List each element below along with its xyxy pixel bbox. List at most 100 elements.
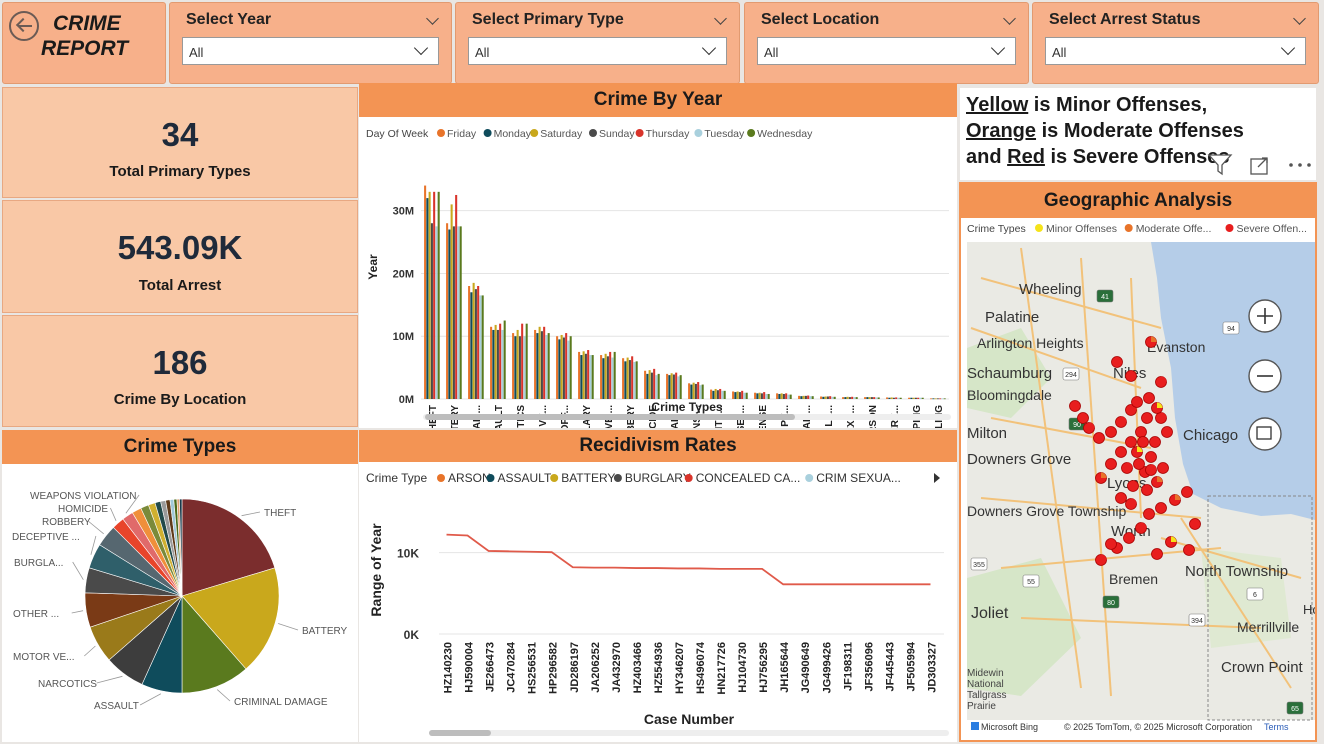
bar[interactable] (716, 390, 719, 399)
bar[interactable] (492, 329, 495, 399)
bar[interactable] (477, 286, 480, 399)
crime-point[interactable] (1105, 538, 1117, 550)
chevron-down-icon[interactable] (1293, 12, 1306, 25)
bar[interactable] (760, 393, 763, 399)
scrollbar-thumb[interactable] (429, 730, 491, 736)
bar[interactable] (908, 397, 911, 399)
bar[interactable] (472, 282, 475, 399)
bar[interactable] (798, 395, 801, 399)
bar[interactable] (787, 394, 790, 399)
bar[interactable] (580, 355, 583, 399)
crime-point[interactable] (1105, 426, 1117, 438)
crime-point[interactable] (1181, 486, 1193, 498)
bar[interactable] (565, 333, 568, 399)
bar[interactable] (644, 370, 647, 399)
bar[interactable] (556, 336, 559, 399)
bar[interactable] (868, 397, 871, 399)
bar[interactable] (455, 194, 458, 399)
bar[interactable] (646, 373, 649, 399)
bar[interactable] (875, 397, 878, 399)
bar[interactable] (523, 336, 526, 399)
bar[interactable] (468, 286, 471, 399)
bar[interactable] (543, 326, 546, 399)
bar[interactable] (719, 388, 722, 399)
bar[interactable] (789, 394, 792, 399)
arrest-status-dropdown[interactable]: All (1045, 37, 1306, 65)
filter-icon[interactable] (1207, 153, 1233, 177)
crime-point[interactable] (1131, 396, 1143, 408)
bar[interactable] (538, 326, 541, 399)
crime-point[interactable] (1161, 426, 1173, 438)
bar[interactable] (470, 292, 473, 399)
legend-next-icon[interactable] (934, 473, 940, 483)
bar[interactable] (591, 355, 594, 399)
bar[interactable] (785, 393, 788, 399)
bar[interactable] (631, 356, 634, 399)
bar[interactable] (653, 368, 656, 399)
bar[interactable] (738, 392, 741, 399)
bar[interactable] (723, 390, 726, 399)
bar[interactable] (699, 385, 702, 399)
crime-point[interactable] (1141, 484, 1153, 496)
bar[interactable] (721, 390, 724, 399)
bar[interactable] (767, 393, 770, 399)
bar[interactable] (459, 226, 462, 399)
bar[interactable] (547, 333, 550, 399)
bar[interactable] (851, 396, 854, 399)
bar[interactable] (428, 191, 431, 399)
bar[interactable] (494, 324, 497, 399)
crime-point[interactable] (1111, 356, 1123, 368)
bar[interactable] (914, 397, 917, 399)
bar[interactable] (540, 331, 543, 399)
crime-point[interactable] (1143, 508, 1155, 520)
bar[interactable] (754, 392, 757, 399)
bar[interactable] (917, 397, 920, 399)
bar[interactable] (675, 372, 678, 399)
bar[interactable] (804, 395, 807, 399)
bar[interactable] (890, 397, 893, 399)
bar[interactable] (844, 397, 847, 399)
bar[interactable] (855, 397, 858, 399)
bar[interactable] (888, 397, 891, 399)
bar[interactable] (569, 336, 572, 399)
bar[interactable] (635, 361, 638, 399)
bar[interactable] (826, 396, 829, 399)
crime-point[interactable] (1125, 370, 1137, 382)
bar[interactable] (536, 333, 539, 399)
bar[interactable] (521, 323, 524, 399)
chevron-down-icon[interactable] (426, 12, 439, 25)
bar[interactable] (560, 334, 563, 399)
bar[interactable] (873, 397, 876, 399)
bar[interactable] (692, 382, 695, 399)
bar[interactable] (613, 351, 616, 399)
bar[interactable] (668, 375, 671, 399)
bar[interactable] (919, 397, 922, 399)
bar[interactable] (503, 320, 506, 399)
crime-point[interactable] (1143, 392, 1155, 404)
bar[interactable] (424, 185, 427, 399)
bar[interactable] (756, 393, 759, 399)
bar[interactable] (833, 396, 836, 399)
crime-point[interactable] (1151, 548, 1163, 560)
bar[interactable] (457, 226, 460, 399)
bar[interactable] (512, 333, 515, 399)
bar[interactable] (604, 353, 607, 399)
bar[interactable] (870, 397, 873, 399)
bar[interactable] (514, 336, 517, 399)
bar[interactable] (842, 397, 845, 399)
bar[interactable] (822, 396, 825, 399)
bar[interactable] (910, 397, 913, 399)
bar[interactable] (688, 383, 691, 399)
bar[interactable] (496, 329, 499, 399)
bar[interactable] (624, 361, 627, 399)
bar[interactable] (877, 397, 880, 399)
bar[interactable] (525, 323, 528, 399)
bar[interactable] (912, 397, 915, 399)
bar[interactable] (758, 392, 761, 399)
bar[interactable] (732, 391, 735, 399)
bar[interactable] (648, 370, 651, 399)
crime-point[interactable] (1123, 532, 1135, 544)
bar[interactable] (450, 204, 453, 399)
terms-link[interactable]: Terms (1264, 722, 1289, 732)
series-line[interactable] (446, 533, 931, 586)
